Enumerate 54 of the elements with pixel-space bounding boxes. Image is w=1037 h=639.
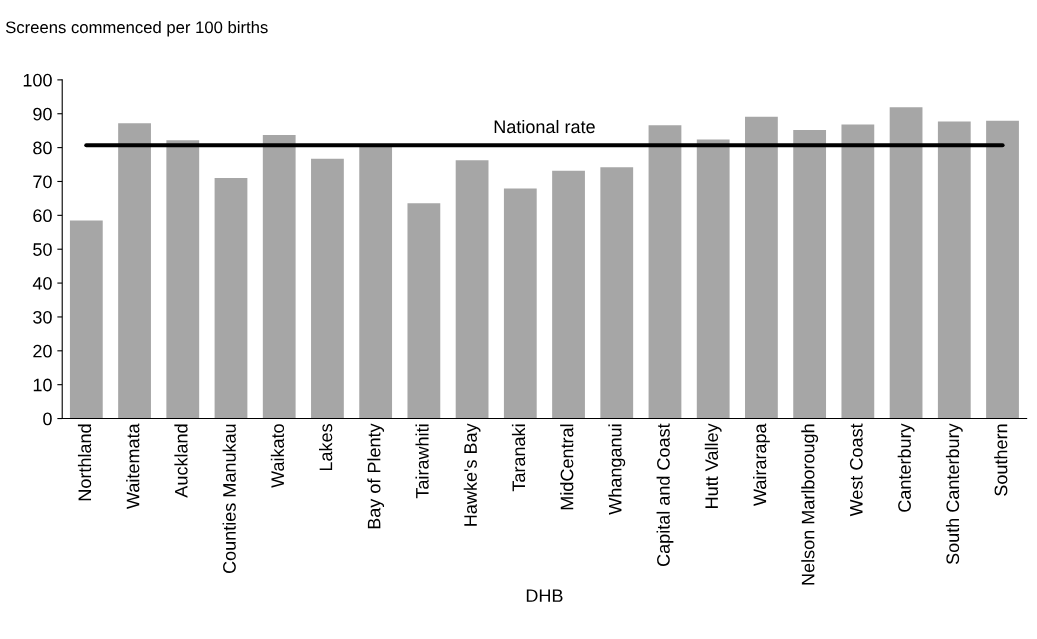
bar [69, 220, 103, 419]
x-tick-label: Northland [77, 424, 92, 501]
y-axis-title: Screens commenced per 100 births [5, 20, 268, 37]
x-tick-label: West Coast [849, 423, 863, 517]
bar [262, 135, 296, 419]
x-tick-label: Bay of Plenty [367, 423, 385, 529]
y-tick-label: 40 [32, 277, 52, 290]
x-tick-label: Waikato [270, 424, 285, 488]
bar [118, 123, 151, 419]
x-tick-label: Canterbury [897, 423, 915, 512]
y-tick-label: 100 [23, 73, 52, 87]
x-tick-label: Taranaki [511, 424, 526, 492]
y-tick-label: 70 [33, 175, 52, 189]
x-tick-label: Hutt Valley [704, 423, 722, 508]
ref-line-label: National rate [494, 119, 595, 134]
bar [841, 124, 875, 419]
bar [214, 178, 248, 419]
x-tick-label: Wairarapa [753, 423, 770, 506]
x-tick-label: Waitemata [126, 423, 140, 509]
x-axis-title: DHB [526, 589, 563, 602]
x-tick-label: Southern [994, 424, 1008, 496]
bar [600, 167, 634, 419]
bar [745, 116, 778, 419]
bar [793, 130, 827, 419]
bar [889, 107, 923, 419]
x-tick-label: Counties Manukau [222, 424, 236, 574]
bar [937, 121, 971, 419]
y-tick-label: 60 [33, 209, 52, 223]
y-tick-label: 0 [43, 412, 52, 426]
bar [311, 158, 344, 419]
bar [407, 203, 441, 419]
x-tick-label: Auckland [174, 424, 188, 498]
y-tick-label: 80 [33, 141, 52, 155]
bar [359, 144, 393, 419]
x-tick-label: Capital and Coast [656, 423, 674, 567]
bar [696, 139, 730, 419]
y-tick-label: 30 [33, 310, 52, 324]
bar [986, 120, 1019, 419]
bar [455, 160, 489, 419]
y-tick-label: 90 [33, 107, 52, 121]
x-tick-label: South Canterbury [945, 423, 963, 565]
x-tick-label: Tairawhiti [415, 424, 429, 499]
x-tick-label: Nelson Marlborough [801, 424, 819, 585]
y-tick-label: 20 [33, 344, 52, 358]
y-tick-label: 50 [33, 243, 52, 256]
bar [552, 170, 585, 419]
bar [503, 188, 537, 419]
x-tick-label: Hawke's Bay [463, 423, 481, 526]
x-tick-label: Lakes [319, 424, 333, 471]
bar [166, 140, 200, 419]
x-tick-label: Whanganui [608, 424, 626, 515]
y-tick-label: 10 [33, 378, 52, 392]
bar [648, 125, 682, 419]
x-tick-label: MidCentral [560, 424, 574, 510]
